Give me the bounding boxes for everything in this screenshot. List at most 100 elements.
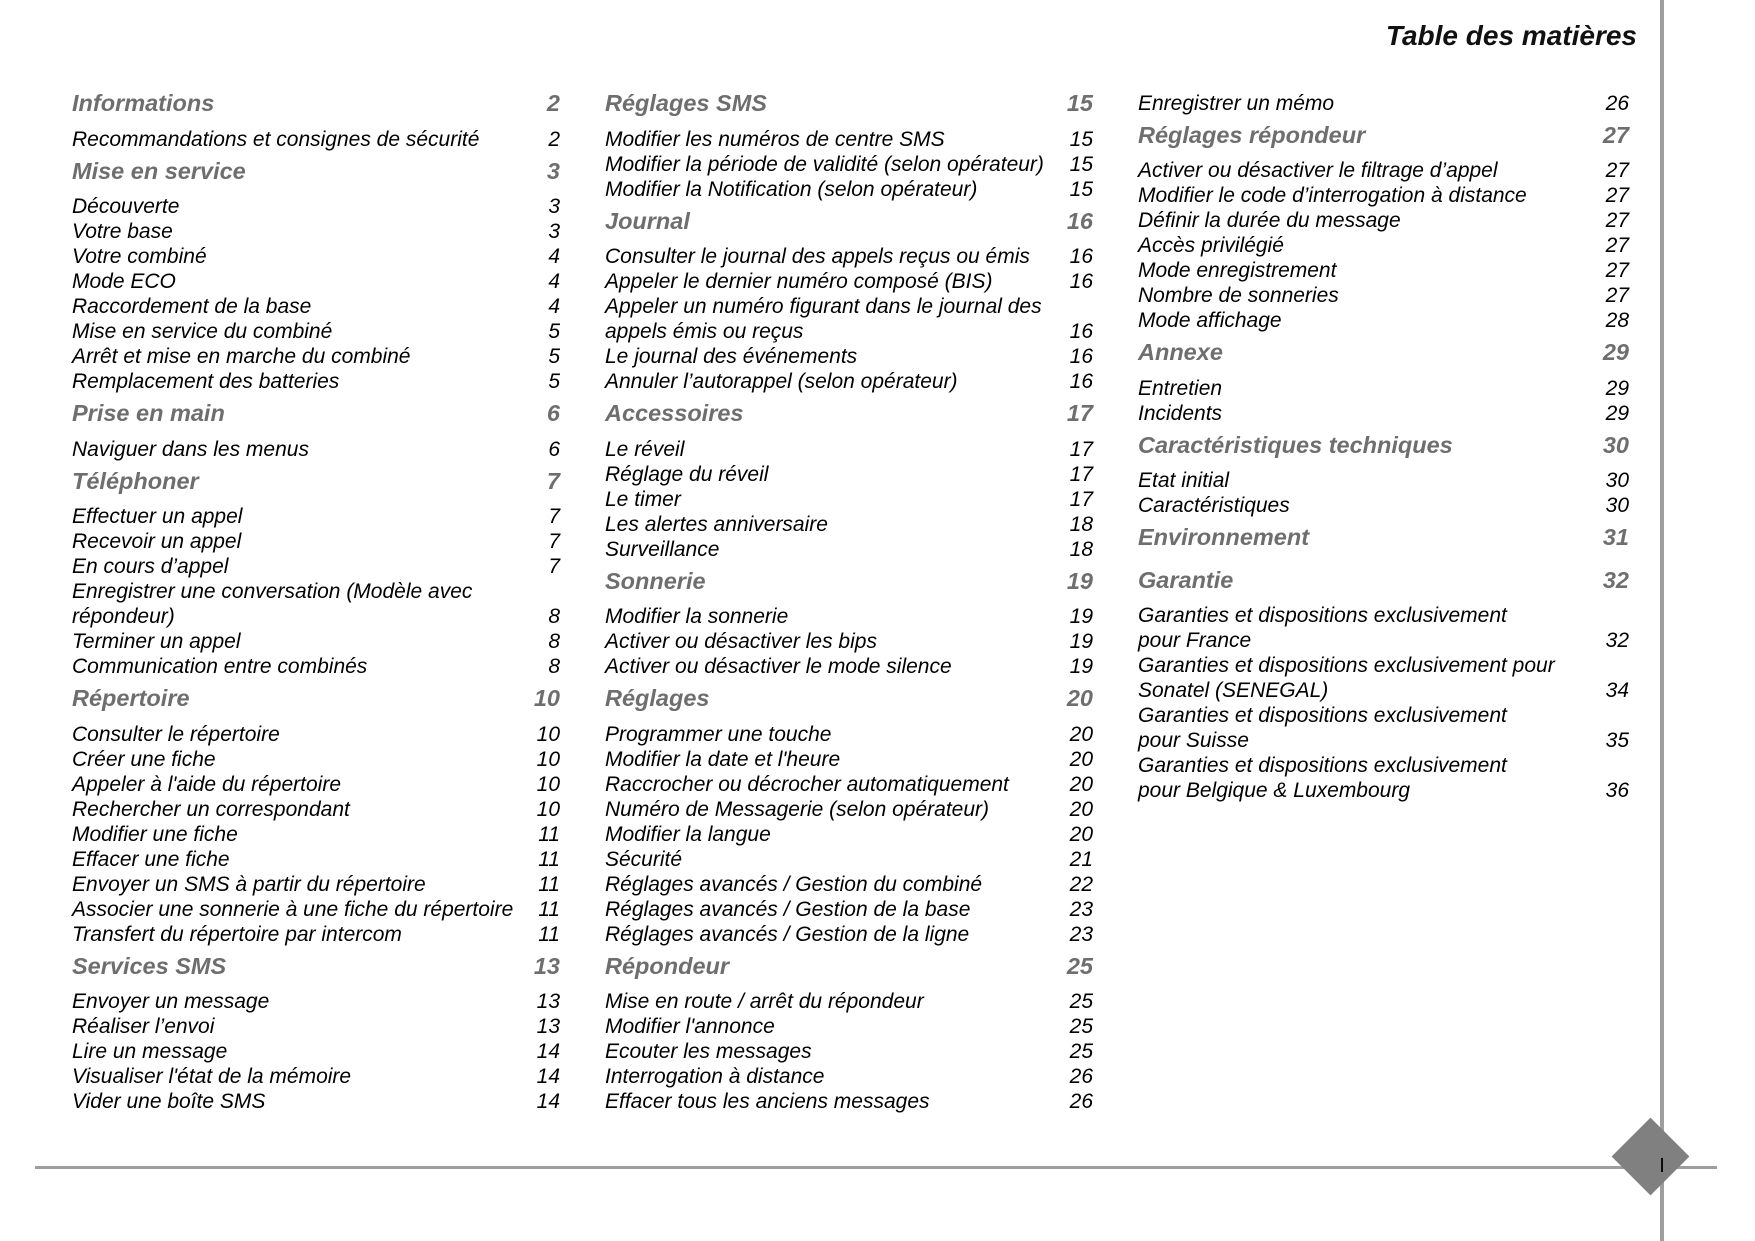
toc-section-heading[interactable]: Sonnerie 19 <box>605 562 1093 605</box>
toc-entry[interactable]: Effectuer un appel 7 <box>72 504 560 529</box>
toc-entry[interactable]: Garanties et dispositions exclusivement … <box>1138 753 1629 803</box>
toc-entry[interactable]: Modifier le code d’interrogation à dista… <box>1138 183 1629 208</box>
toc-entry[interactable]: Découverte 3 <box>72 194 560 219</box>
toc-entry[interactable]: Programmer une touche 20 <box>605 722 1093 747</box>
toc-section-heading[interactable]: Téléphoner 7 <box>72 462 560 505</box>
toc-entry[interactable]: Le réveil 17 <box>605 437 1093 462</box>
toc-entry-title: Interrogation à distance <box>605 1065 825 1088</box>
toc-entry[interactable]: Recommandations et consignes de sécurité… <box>72 127 560 152</box>
toc-entry[interactable]: Naviguer dans les menus 6 <box>72 437 560 462</box>
toc-entry[interactable]: Sécurité 21 <box>605 847 1093 872</box>
toc-section-heading[interactable]: Services SMS 13 <box>72 947 560 990</box>
toc-section-heading[interactable]: Environnement 31 <box>1138 518 1629 561</box>
toc-entry[interactable]: Associer une sonnerie à une fiche du rép… <box>72 897 560 922</box>
toc-entry[interactable]: Définir la durée du message 27 <box>1138 208 1629 233</box>
toc-section-heading[interactable]: Garantie 32 <box>1138 561 1629 604</box>
toc-entry[interactable]: Réglages avancés / Gestion de la ligne 23 <box>605 922 1093 947</box>
toc-entry[interactable]: Entretien 29 <box>1138 376 1629 401</box>
toc-entry[interactable]: Visualiser l'état de la mémoire 14 <box>72 1064 560 1089</box>
toc-entry[interactable]: Modifier une fiche 11 <box>72 822 560 847</box>
toc-entry[interactable]: Transfert du répertoire par intercom 11 <box>72 922 560 947</box>
toc-entry[interactable]: Remplacement des batteries 5 <box>72 369 560 394</box>
toc-entry[interactable]: Nombre de sonneries 27 <box>1138 283 1629 308</box>
toc-entry[interactable]: Raccordement de la base 4 <box>72 294 560 319</box>
toc-entry[interactable]: Numéro de Messagerie (selon opérateur) 20 <box>605 797 1093 822</box>
toc-entry[interactable]: Garanties et dispositions exclusivement … <box>1138 603 1629 653</box>
toc-entry[interactable]: Activer ou désactiver le filtrage d’appe… <box>1138 158 1629 183</box>
toc-entry[interactable]: Mode affichage 28 <box>1138 308 1629 333</box>
toc-entry[interactable]: Rechercher un correspondant 10 <box>72 797 560 822</box>
toc-entry[interactable]: Mode ECO 4 <box>72 269 560 294</box>
toc-entry[interactable]: Mise en route / arrêt du répondeur 25 <box>605 989 1093 1014</box>
toc-entry[interactable]: Réglages avancés / Gestion de la base 23 <box>605 897 1093 922</box>
toc-section-heading[interactable]: Journal 16 <box>605 202 1093 245</box>
toc-entry[interactable]: Réaliser l’envoi 13 <box>72 1014 560 1039</box>
toc-entry[interactable]: Terminer un appel 8 <box>72 629 560 654</box>
toc-entry[interactable]: Envoyer un SMS à partir du répertoire 11 <box>72 872 560 897</box>
toc-entry[interactable]: Modifier la sonnerie 19 <box>605 604 1093 629</box>
toc-entry[interactable]: Incidents 29 <box>1138 401 1629 426</box>
toc-entry-page: 5 <box>548 345 560 368</box>
toc-entry[interactable]: Modifier la langue 20 <box>605 822 1093 847</box>
toc-entry[interactable]: Communication entre combinés 8 <box>72 654 560 679</box>
toc-section-heading[interactable]: Prise en main 6 <box>72 394 560 437</box>
toc-entry[interactable]: En cours d’appel 7 <box>72 554 560 579</box>
toc-entry-title: Le réveil <box>605 437 685 461</box>
toc-entry-title: Sécurité <box>605 847 683 871</box>
toc-entry[interactable]: Annuler l’autorappel (selon opérateur) 16 <box>605 369 1093 394</box>
toc-entry[interactable]: Consulter le répertoire 10 <box>72 722 560 747</box>
toc-entry[interactable]: Garanties et dispositions exclusivement … <box>1138 703 1629 753</box>
toc-entry[interactable]: Le timer 17 <box>605 487 1093 512</box>
toc-entry-page: 16 <box>1069 245 1093 268</box>
toc-entry-title: Vider une boîte SMS <box>72 1090 266 1113</box>
toc-entry-page: 11 <box>538 847 560 871</box>
toc-entry[interactable]: Modifier les numéros de centre SMS 15 <box>605 127 1093 152</box>
toc-entry[interactable]: Recevoir un appel 7 <box>72 529 560 554</box>
toc-section-heading[interactable]: Répertoire 10 <box>72 679 560 722</box>
toc-entry[interactable]: Mode enregistrement 27 <box>1138 258 1629 283</box>
toc-entry[interactable]: Modifier la date et l'heure 20 <box>605 747 1093 772</box>
toc-entry[interactable]: Interrogation à distance 26 <box>605 1064 1093 1089</box>
toc-entry[interactable]: Surveillance 18 <box>605 537 1093 562</box>
toc-section-heading[interactable]: Caractéristiques techniques 30 <box>1138 426 1629 469</box>
toc-entry[interactable]: Appeler le dernier numéro composé (BIS) 1… <box>605 269 1093 294</box>
toc-entry[interactable]: Enregistrer une conversation (Modèle ave… <box>72 579 560 629</box>
toc-entry[interactable]: Enregistrer un mémo 26 <box>1138 91 1629 116</box>
toc-section-heading[interactable]: Annexe 29 <box>1138 333 1629 376</box>
toc-entry[interactable]: Modifier l'annonce 25 <box>605 1014 1093 1039</box>
toc-entry[interactable]: Modifier la Notification (selon opérateu… <box>605 177 1093 202</box>
toc-entry[interactable]: Activer ou désactiver les bips 19 <box>605 629 1093 654</box>
toc-entry[interactable]: Consulter le journal des appels reçus ou… <box>605 244 1093 269</box>
toc-entry[interactable]: Appeler un numéro figurant dans le journ… <box>605 294 1093 344</box>
toc-entry[interactable]: Modifier la période de validité (selon o… <box>605 152 1093 177</box>
toc-section-heading[interactable]: Accessoires 17 <box>605 394 1093 437</box>
toc-entry[interactable]: Les alertes anniversaire 18 <box>605 512 1093 537</box>
toc-entry[interactable]: Le journal des événements 16 <box>605 344 1093 369</box>
toc-entry[interactable]: Lire un message 14 <box>72 1039 560 1064</box>
toc-entry[interactable]: Réglage du réveil 17 <box>605 462 1093 487</box>
toc-entry[interactable]: Caractéristiques 30 <box>1138 493 1629 518</box>
toc-entry[interactable]: Vider une boîte SMS 14 <box>72 1089 560 1114</box>
toc-entry[interactable]: Effacer une fiche 11 <box>72 847 560 872</box>
toc-entry[interactable]: Raccrocher ou décrocher automatiquement 2… <box>605 772 1093 797</box>
toc-entry[interactable]: Appeler à l'aide du répertoire 10 <box>72 772 560 797</box>
toc-entry[interactable]: Arrêt et mise en marche du combiné 5 <box>72 344 560 369</box>
toc-entry[interactable]: Ecouter les messages 25 <box>605 1039 1093 1064</box>
toc-entry[interactable]: Effacer tous les anciens messages 26 <box>605 1089 1093 1114</box>
toc-entry[interactable]: Activer ou désactiver le mode silence 19 <box>605 654 1093 679</box>
toc-entry[interactable]: Votre combiné 4 <box>72 244 560 269</box>
toc-section-heading[interactable]: Réglages 20 <box>605 679 1093 722</box>
toc-section-heading[interactable]: Mise en service 3 <box>72 152 560 195</box>
toc-section-heading[interactable]: Réglages SMS 15 <box>605 84 1093 127</box>
toc-entry[interactable]: Envoyer un message 13 <box>72 989 560 1014</box>
toc-entry[interactable]: Accès privilégié 27 <box>1138 233 1629 258</box>
toc-entry[interactable]: Garanties et dispositions exclusivement … <box>1138 653 1629 703</box>
toc-section-heading[interactable]: Répondeur 25 <box>605 947 1093 990</box>
toc-entry[interactable]: Créer une fiche 10 <box>72 747 560 772</box>
toc-entry[interactable]: Mise en service du combiné 5 <box>72 319 560 344</box>
toc-entry[interactable]: Votre base 3 <box>72 219 560 244</box>
toc-entry[interactable]: Etat initial 30 <box>1138 468 1629 493</box>
toc-entry[interactable]: Réglages avancés / Gestion du combiné 22 <box>605 872 1093 897</box>
toc-section-heading[interactable]: Réglages répondeur 27 <box>1138 116 1629 159</box>
toc-section-heading[interactable]: Informations 2 <box>72 84 560 127</box>
